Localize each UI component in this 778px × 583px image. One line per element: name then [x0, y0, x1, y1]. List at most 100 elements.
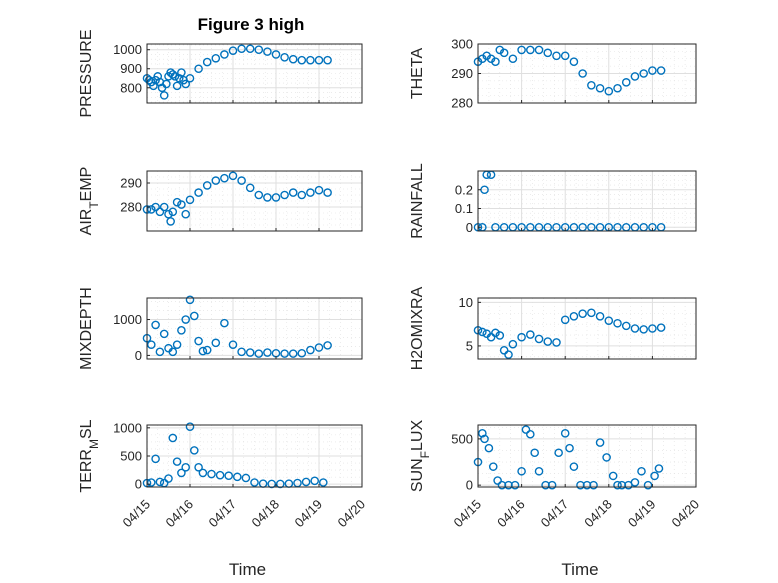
y-tick-label: 800	[120, 80, 142, 95]
data-point	[194, 188, 203, 197]
y-tick-label: 1000	[113, 312, 142, 327]
data-point	[271, 193, 281, 202]
data-point	[478, 429, 487, 438]
subplot-pressure: 800 900 1000 PRESSURE	[78, 29, 363, 118]
data-point	[211, 338, 221, 348]
y-axis-label: TERRMSL	[78, 419, 101, 492]
data-point	[162, 79, 171, 89]
axes-box	[477, 170, 697, 232]
data-point	[589, 480, 598, 490]
data-point	[185, 195, 195, 205]
data-point	[220, 318, 229, 328]
data-point	[172, 197, 182, 207]
data-point	[159, 202, 169, 212]
data-point	[613, 318, 622, 328]
data-point	[650, 471, 659, 481]
subplot-mixdepth: 0 1000 MIXDEPTH	[78, 287, 363, 370]
data-point	[554, 448, 563, 458]
data-point	[648, 66, 657, 75]
data-point	[194, 336, 203, 346]
data-point	[534, 466, 544, 476]
data-point	[526, 429, 535, 439]
data-point	[228, 340, 238, 349]
data-point	[280, 53, 289, 62]
y-tick-label: 280	[120, 200, 142, 215]
data-point	[323, 188, 332, 197]
data-point	[587, 81, 596, 90]
plot-area	[478, 171, 696, 231]
data-point	[608, 471, 618, 481]
data-point	[194, 64, 203, 74]
data-point	[648, 324, 657, 333]
axes-box	[146, 170, 363, 232]
data-point	[202, 57, 212, 67]
data-point	[149, 81, 158, 91]
data-point	[174, 73, 184, 83]
data-point	[245, 348, 255, 357]
data-point	[491, 328, 500, 338]
data-point	[543, 48, 553, 58]
data-point	[271, 50, 281, 59]
data-point	[526, 330, 535, 339]
y-tick-label: 280	[451, 96, 473, 111]
data-point	[484, 443, 494, 453]
data-point	[177, 68, 186, 77]
subplot-air-temp: 280 290 AIRTEMP	[78, 167, 363, 236]
y-axis-label: AIRTEMP	[78, 167, 101, 236]
data-point	[639, 325, 648, 334]
data-point	[306, 188, 315, 197]
data-point	[153, 72, 163, 81]
axes-box	[477, 297, 697, 360]
data-point	[263, 47, 272, 56]
data-point	[323, 55, 332, 65]
data-point	[250, 478, 259, 487]
data-point	[314, 55, 324, 65]
data-point	[654, 464, 664, 473]
data-point	[207, 469, 216, 479]
y-tick-label: 0.1	[455, 201, 473, 216]
data-point	[144, 75, 154, 85]
y-tick-label: 500	[451, 431, 473, 446]
data-point	[177, 325, 186, 335]
data-point	[534, 45, 544, 55]
y-tick-label: 10	[459, 295, 473, 310]
data-point	[237, 176, 246, 185]
data-point	[164, 474, 173, 483]
data-point	[237, 347, 246, 357]
data-point	[151, 320, 160, 330]
data-point	[569, 462, 579, 471]
data-point	[508, 339, 518, 349]
data-point	[604, 316, 614, 325]
data-point	[486, 332, 496, 342]
data-point	[245, 44, 255, 54]
data-point	[595, 83, 605, 93]
data-point	[202, 345, 212, 355]
data-point	[288, 349, 298, 358]
data-point	[552, 51, 561, 61]
plot-area	[478, 298, 696, 359]
data-point	[228, 46, 238, 55]
data-point	[499, 345, 509, 355]
data-point	[478, 327, 487, 337]
data-point	[146, 478, 156, 487]
data-point	[181, 209, 190, 219]
data-point	[172, 457, 182, 466]
y-tick-label: 0	[135, 477, 142, 492]
data-point	[530, 448, 539, 458]
data-point	[185, 422, 195, 431]
data-point	[517, 332, 526, 342]
data-point	[526, 45, 535, 55]
y-tick-label: 300	[451, 37, 473, 52]
data-point	[543, 337, 553, 346]
data-point	[613, 83, 622, 93]
data-point	[166, 217, 175, 226]
y-axis-label: RAINFALL	[409, 163, 426, 239]
data-point	[146, 340, 156, 349]
data-point	[155, 207, 165, 217]
data-point	[578, 69, 587, 78]
data-point	[656, 66, 666, 75]
y-tick-label: 500	[120, 449, 142, 464]
data-point	[181, 79, 190, 89]
y-axis-label: SUNFLUX	[409, 420, 432, 493]
subplot-theta: 280 290 300 THETA	[409, 37, 697, 111]
